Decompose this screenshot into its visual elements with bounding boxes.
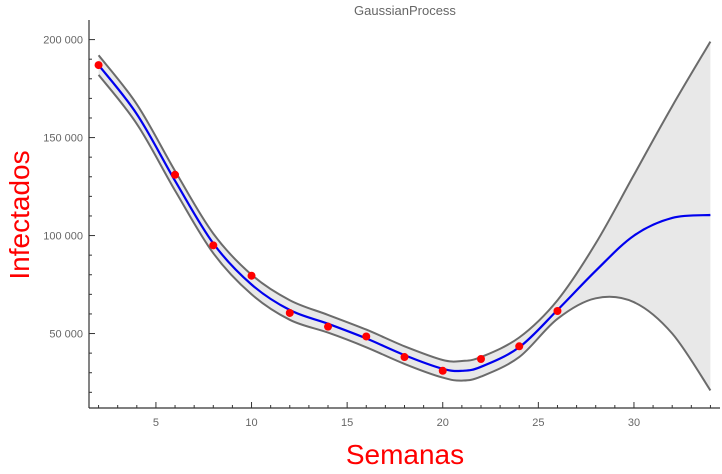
data-point [94, 61, 103, 70]
data-point [209, 241, 218, 250]
mean-line [97, 64, 711, 373]
data-point [476, 355, 485, 364]
data-point [324, 322, 333, 331]
data-point [362, 332, 371, 341]
x-ticks: 5 10 15 20 25 30 [98, 402, 711, 429]
data-point [247, 271, 256, 280]
y-ticks: 50 000 100 000 150 000 200 000 [43, 35, 95, 393]
data-point [438, 366, 447, 375]
confidence-band [98, 41, 711, 391]
data-point [285, 308, 294, 317]
data-point [400, 353, 409, 362]
x-axis-title: Semanas [346, 439, 464, 470]
x-tick-label: 15 [341, 417, 353, 429]
x-tick-label: 10 [245, 417, 257, 429]
y-tick-label: 100 000 [43, 231, 83, 243]
y-tick-label: 200 000 [43, 35, 83, 47]
observation-points [94, 61, 562, 375]
data-point [515, 342, 524, 351]
x-tick-label: 20 [437, 417, 449, 429]
x-tick-label: 30 [628, 417, 640, 429]
y-tick-label: 150 000 [43, 133, 83, 145]
data-point [171, 170, 180, 179]
x-tick-label: 5 [153, 417, 159, 429]
lower-bound-line [97, 74, 712, 391]
y-tick-label: 50 000 [49, 329, 83, 341]
data-point [553, 307, 562, 315]
chart-title: GaussianProcess [354, 3, 456, 18]
upper-bound-line [97, 41, 712, 363]
y-axis-title: Infectados [4, 150, 35, 279]
x-tick-label: 25 [532, 417, 544, 429]
